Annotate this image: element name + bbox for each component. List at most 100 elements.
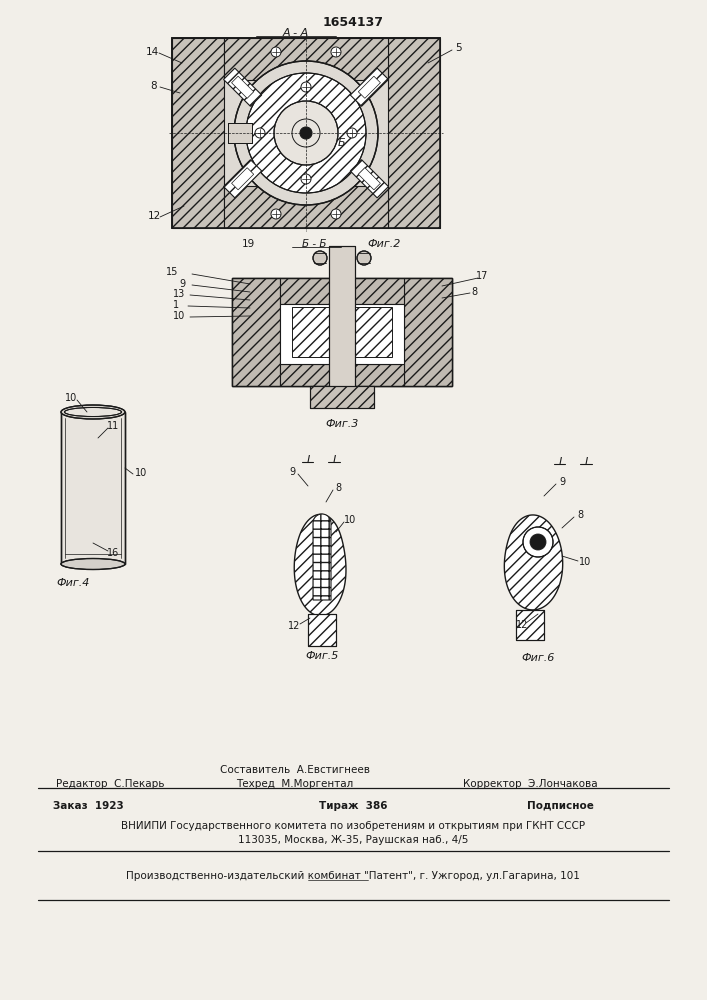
Circle shape <box>255 128 265 138</box>
Bar <box>308 614 336 646</box>
Text: Производственно-издательский комбинат "Патент", г. Ужгород, ул.Гагарина, 101: Производственно-издательский комбинат "П… <box>126 871 580 881</box>
Bar <box>516 610 544 640</box>
Bar <box>329 246 355 404</box>
Text: 113035, Москва, Ж-35, Раушская наб., 4/5: 113035, Москва, Ж-35, Раушская наб., 4/5 <box>238 835 468 845</box>
Text: I: I <box>332 455 336 465</box>
Text: 5: 5 <box>455 43 461 53</box>
Circle shape <box>300 127 312 139</box>
Text: 10: 10 <box>65 393 77 403</box>
Text: Тираж  386: Тираж 386 <box>319 801 387 811</box>
Polygon shape <box>358 76 380 98</box>
Bar <box>232 278 452 386</box>
Ellipse shape <box>61 558 125 570</box>
Polygon shape <box>232 168 254 190</box>
Text: 1654137: 1654137 <box>322 15 383 28</box>
Text: Фиг.3: Фиг.3 <box>325 419 358 429</box>
Text: Фиг.6: Фиг.6 <box>521 653 555 663</box>
Text: 8: 8 <box>151 81 158 91</box>
Bar <box>172 38 440 228</box>
Ellipse shape <box>64 408 122 416</box>
Bar <box>232 278 280 386</box>
Text: 13: 13 <box>173 289 185 299</box>
Polygon shape <box>313 514 331 600</box>
Bar <box>61 412 125 564</box>
Text: 12: 12 <box>516 620 528 630</box>
Bar <box>329 246 355 404</box>
Circle shape <box>347 128 357 138</box>
Text: 8: 8 <box>577 510 583 520</box>
Text: Фиг.4: Фиг.4 <box>57 578 90 588</box>
Polygon shape <box>504 515 563 610</box>
Text: Техред  М.Моргентал: Техред М.Моргентал <box>236 779 354 789</box>
Text: I: I <box>585 457 588 467</box>
Bar <box>61 412 125 564</box>
Bar <box>232 278 452 386</box>
Bar <box>280 364 404 386</box>
Text: 12: 12 <box>288 621 300 631</box>
Text: Фиг.5: Фиг.5 <box>305 651 339 661</box>
Text: 9: 9 <box>179 279 185 289</box>
Text: I: I <box>559 457 561 467</box>
Polygon shape <box>350 160 388 198</box>
Text: 8: 8 <box>471 287 477 297</box>
Bar <box>228 123 252 143</box>
Bar <box>404 278 452 386</box>
Text: 17: 17 <box>476 271 489 281</box>
Text: 12: 12 <box>147 211 160 221</box>
Bar <box>224 38 388 80</box>
Text: Редактор  С.Пекарь: Редактор С.Пекарь <box>56 779 164 789</box>
Bar <box>280 278 404 304</box>
Text: 14: 14 <box>146 47 158 57</box>
Text: 11: 11 <box>107 421 119 431</box>
Text: 16: 16 <box>107 548 119 558</box>
Bar <box>228 123 252 143</box>
Polygon shape <box>358 168 380 190</box>
Text: 8: 8 <box>335 483 341 493</box>
Bar <box>310 386 374 408</box>
Bar <box>292 307 392 357</box>
Circle shape <box>301 82 311 92</box>
Circle shape <box>301 174 311 184</box>
Text: Заказ  1923: Заказ 1923 <box>52 801 124 811</box>
Bar <box>310 386 374 408</box>
Text: Фиг.2: Фиг.2 <box>368 239 401 249</box>
Text: Б: Б <box>337 138 345 148</box>
Circle shape <box>234 61 378 205</box>
Text: А - А: А - А <box>283 28 309 38</box>
Text: 9: 9 <box>289 467 295 477</box>
Circle shape <box>246 73 366 193</box>
Bar <box>172 38 224 228</box>
Text: 9: 9 <box>559 477 565 487</box>
Polygon shape <box>223 68 262 106</box>
Text: 1: 1 <box>173 300 179 310</box>
Bar <box>224 186 388 228</box>
Text: 10: 10 <box>344 515 356 525</box>
Text: ВНИИПИ Государственного комитета по изобретениям и открытиям при ГКНТ СССР: ВНИИПИ Государственного комитета по изоб… <box>121 821 585 831</box>
Text: 15: 15 <box>166 267 178 277</box>
Bar <box>308 614 336 646</box>
Text: 10: 10 <box>173 311 185 321</box>
Polygon shape <box>232 76 254 98</box>
Text: Подписное: Подписное <box>527 801 593 811</box>
Text: Составитель  А.Евстигнеев: Составитель А.Евстигнеев <box>220 765 370 775</box>
Text: I: I <box>306 455 310 465</box>
Text: 19: 19 <box>241 239 255 249</box>
Circle shape <box>523 527 553 557</box>
Text: Корректор  Э.Лончакова: Корректор Э.Лончакова <box>462 779 597 789</box>
Bar <box>172 38 440 228</box>
Circle shape <box>313 251 327 265</box>
Circle shape <box>331 209 341 219</box>
Text: 10: 10 <box>579 557 591 567</box>
Ellipse shape <box>61 405 125 419</box>
Bar <box>388 38 440 228</box>
Polygon shape <box>223 160 262 198</box>
Circle shape <box>357 251 371 265</box>
Circle shape <box>271 209 281 219</box>
Circle shape <box>271 47 281 57</box>
Circle shape <box>530 534 546 550</box>
Polygon shape <box>350 68 388 106</box>
Text: 10: 10 <box>135 468 147 478</box>
Text: Б - Б: Б - Б <box>302 239 326 249</box>
Circle shape <box>274 101 338 165</box>
Circle shape <box>331 47 341 57</box>
